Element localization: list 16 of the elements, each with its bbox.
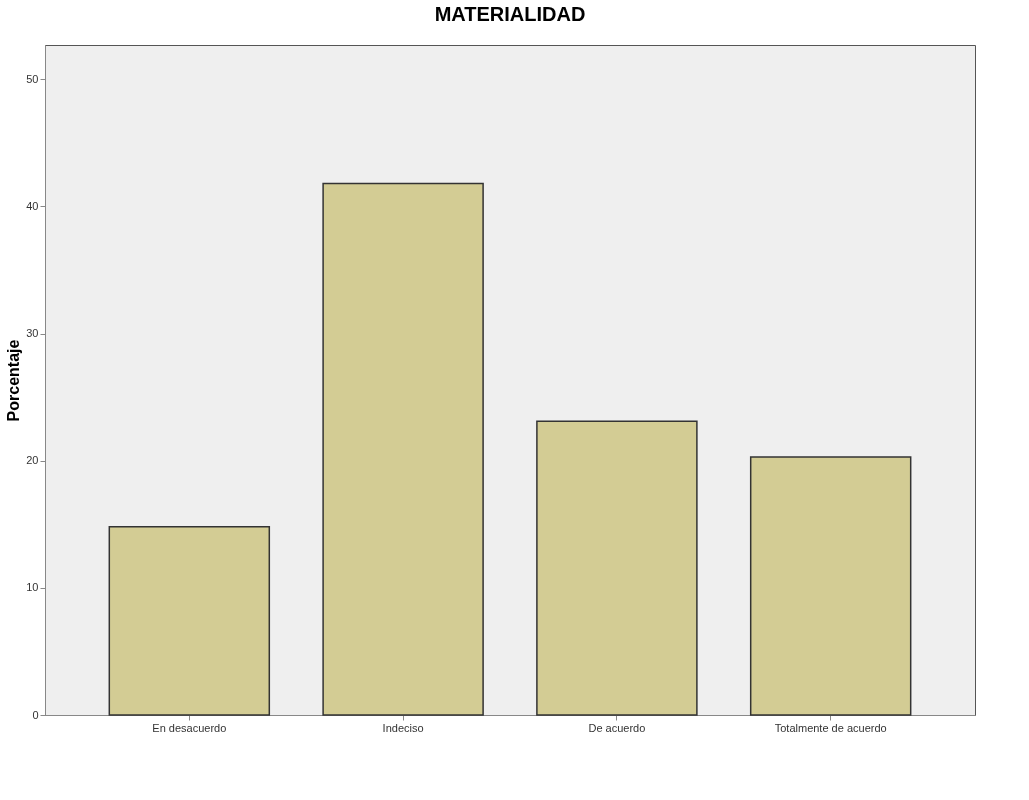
y-axis-title: Porcentaje <box>5 339 23 422</box>
y-tick-label: 10 <box>26 581 39 594</box>
x-tick-label: En desacuerdo <box>152 721 227 734</box>
y-tick-label: 0 <box>32 708 39 721</box>
y-tick-label: 50 <box>26 72 39 85</box>
bar <box>322 182 484 716</box>
chart-title: MATERIALIDAD <box>434 3 586 25</box>
bar <box>536 420 698 716</box>
y-tick-label: 40 <box>26 199 39 212</box>
bar <box>749 456 912 716</box>
bar <box>108 526 271 716</box>
x-tick-label: Indeciso <box>382 721 424 734</box>
y-tick-label: 30 <box>26 327 39 340</box>
x-tick-label: Totalmente de acuerdo <box>774 721 887 734</box>
x-tick-label: De acuerdo <box>588 721 646 734</box>
y-tick-label: 20 <box>26 454 39 467</box>
